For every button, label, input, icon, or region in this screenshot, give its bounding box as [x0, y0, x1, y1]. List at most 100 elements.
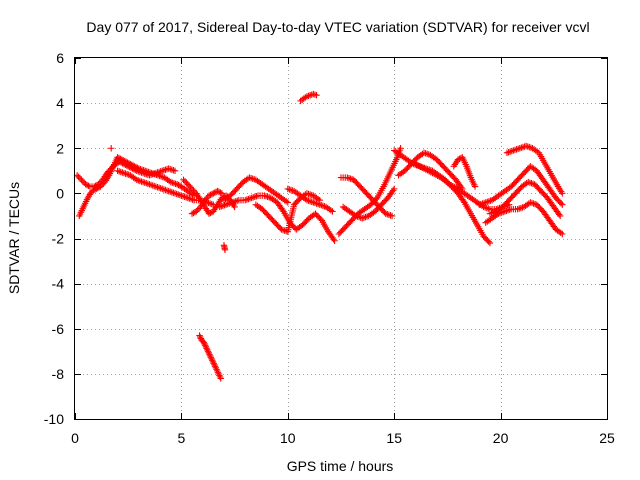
- data-point: [122, 161, 129, 168]
- data-point: [216, 372, 223, 379]
- y-tick-label: -4: [52, 276, 65, 292]
- data-point: [76, 175, 84, 182]
- data-point: [190, 209, 197, 217]
- data-point: [203, 195, 210, 202]
- series-arc-q: [476, 163, 566, 208]
- x-tick-label: 0: [71, 430, 79, 446]
- y-tick-label: 4: [56, 95, 64, 111]
- x-tick-label: 20: [493, 430, 509, 446]
- data-point: [187, 184, 194, 191]
- data-point: [207, 209, 214, 217]
- data-point: [79, 178, 87, 185]
- y-tick-label: -10: [44, 411, 64, 427]
- data-points: [73, 90, 566, 382]
- data-point: [204, 348, 212, 355]
- data-point: [120, 160, 128, 168]
- data-point: [397, 145, 404, 152]
- data-point: [557, 200, 565, 207]
- data-point: [207, 354, 215, 361]
- x-axis-label: GPS time / hours: [287, 458, 394, 474]
- data-point: [201, 340, 208, 347]
- data-point: [205, 349, 212, 357]
- data-point: [204, 346, 211, 354]
- data-point: [95, 181, 102, 188]
- data-point: [112, 160, 119, 168]
- data-point: [205, 210, 213, 217]
- chart-title: Day 077 of 2017, Sidereal Day-to-day VTE…: [86, 19, 589, 35]
- data-point: [206, 351, 213, 358]
- data-point: [211, 363, 219, 370]
- series-arc-g: [216, 192, 338, 244]
- data-point: [125, 163, 132, 170]
- data-point: [103, 169, 111, 177]
- data-point: [202, 343, 210, 350]
- data-point: [196, 333, 204, 341]
- data-point: [205, 192, 213, 199]
- data-point: [123, 162, 130, 169]
- data-point: [329, 208, 336, 215]
- data-point: [96, 179, 104, 187]
- data-point: [215, 370, 222, 378]
- series-arc-i: [284, 185, 336, 215]
- x-tick-label: 15: [386, 430, 402, 446]
- data-point: [201, 196, 209, 204]
- data-point: [113, 160, 121, 167]
- data-point: [284, 199, 291, 206]
- data-point: [107, 145, 115, 152]
- axis-ticks: [75, 58, 608, 420]
- data-point: [180, 176, 187, 184]
- data-point: [126, 163, 133, 171]
- data-point: [116, 158, 123, 165]
- x-tick-label: 5: [178, 430, 186, 446]
- series-arc-l: [339, 185, 398, 222]
- data-point: [90, 187, 97, 194]
- data-point: [203, 345, 210, 352]
- data-point: [90, 183, 98, 190]
- series-arc-h: [252, 190, 323, 235]
- data-point: [215, 188, 223, 196]
- x-tick-label: 10: [280, 430, 296, 446]
- data-point: [85, 182, 92, 190]
- x-tick-labels: 0 5 10 15 20 25: [71, 430, 615, 446]
- data-point: [117, 155, 124, 162]
- data-point: [115, 154, 123, 162]
- data-point: [317, 215, 324, 223]
- data-point: [75, 173, 82, 181]
- data-point: [218, 190, 226, 197]
- data-point: [188, 210, 196, 217]
- data-point: [208, 355, 215, 363]
- data-point: [216, 373, 224, 381]
- data-point: [471, 183, 479, 190]
- series-drop-neg8: [196, 332, 224, 382]
- data-point: [217, 189, 224, 196]
- data-point: [211, 361, 218, 369]
- data-point: [556, 212, 564, 220]
- data-point: [210, 360, 217, 367]
- y-tick-label: 0: [56, 185, 64, 201]
- data-point: [114, 154, 121, 161]
- data-point: [214, 369, 222, 376]
- data-point: [279, 206, 286, 214]
- data-point: [214, 367, 221, 375]
- data-point: [209, 358, 217, 366]
- data-point: [130, 166, 138, 173]
- data-point: [83, 181, 91, 189]
- data-point: [389, 187, 397, 194]
- data-point: [171, 167, 179, 175]
- data-point: [201, 342, 209, 349]
- data-point: [168, 166, 176, 173]
- data-point: [211, 189, 218, 196]
- data-point: [217, 375, 224, 382]
- data-point: [105, 168, 112, 175]
- data-point: [175, 181, 182, 189]
- data-point: [92, 182, 99, 190]
- series-arc-b: [73, 158, 179, 190]
- y-tick-label: 2: [56, 140, 64, 156]
- data-point: [559, 230, 566, 238]
- data-point: [184, 181, 191, 188]
- data-point: [486, 239, 494, 247]
- data-point: [212, 364, 220, 372]
- data-point: [331, 237, 338, 244]
- data-point: [210, 190, 217, 197]
- series-iso-neg2: [220, 242, 229, 253]
